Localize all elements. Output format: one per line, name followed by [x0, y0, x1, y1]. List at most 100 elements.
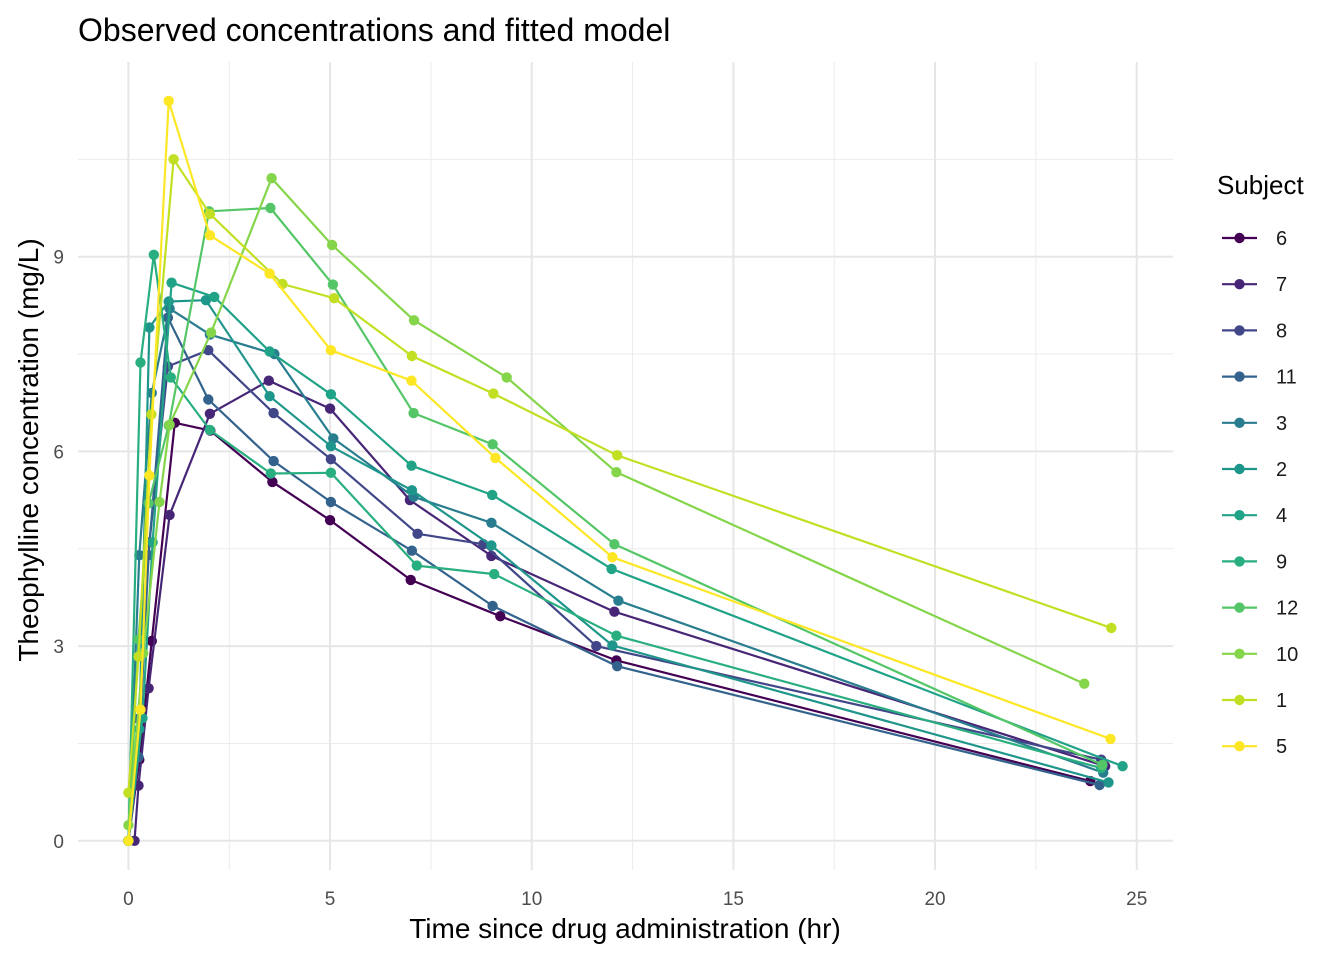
- data-point: [328, 293, 340, 304]
- data-point: [607, 552, 618, 563]
- data-point: [164, 419, 175, 430]
- legend-key-point: [1234, 371, 1245, 382]
- data-point: [264, 346, 275, 357]
- data-point: [1103, 777, 1114, 788]
- y-tick-label: 0: [53, 832, 64, 853]
- legend-key-point: [1234, 417, 1245, 428]
- legend-item-subject-5: 5: [1222, 736, 1287, 758]
- data-point: [203, 345, 214, 356]
- legend-title: Subject: [1217, 170, 1304, 200]
- data-point: [1094, 779, 1105, 791]
- x-tick-label: 0: [123, 889, 134, 910]
- data-point: [1079, 678, 1090, 689]
- data-point: [405, 574, 416, 586]
- x-axis-title: Time since drug administration (hr): [409, 913, 841, 944]
- legend-item-subject-1: 1: [1222, 690, 1287, 712]
- data-point: [406, 350, 418, 362]
- legend-label: 7: [1276, 274, 1287, 296]
- legend-item-subject-12: 12: [1222, 598, 1298, 620]
- legend-item-subject-6: 6: [1222, 228, 1287, 250]
- x-tick-label: 5: [325, 889, 336, 910]
- data-point: [204, 424, 216, 436]
- data-point: [133, 651, 144, 662]
- data-point: [123, 835, 134, 846]
- data-point: [146, 409, 157, 420]
- series-line: [127, 349, 1102, 841]
- series-layer: [123, 95, 1128, 846]
- y-axis-ticks: 0 3 6 9: [53, 248, 64, 853]
- legend-key-point: [1234, 279, 1245, 290]
- legend-key-point: [1234, 463, 1245, 475]
- data-point: [168, 154, 179, 165]
- series-subject-7: [129, 375, 1111, 846]
- data-point: [606, 563, 617, 575]
- data-point: [406, 460, 417, 471]
- data-point: [163, 95, 174, 107]
- data-point: [135, 357, 146, 368]
- data-point: [607, 640, 618, 651]
- data-point: [328, 433, 339, 444]
- legend-label: 8: [1276, 320, 1287, 342]
- data-point: [164, 509, 175, 521]
- data-point: [1097, 759, 1108, 771]
- legend-item-subject-3: 3: [1222, 413, 1287, 435]
- legend-key-point: [1234, 648, 1245, 659]
- legend-key-point: [1234, 602, 1245, 613]
- x-tick-label: 25: [1126, 889, 1147, 910]
- legend-label: 11: [1276, 367, 1297, 389]
- data-point: [609, 539, 620, 550]
- data-point: [406, 375, 417, 386]
- data-point: [325, 441, 337, 452]
- legend-label: 6: [1276, 228, 1287, 250]
- legend-label: 1: [1276, 690, 1287, 712]
- data-point: [148, 249, 159, 260]
- series-subject-1: [123, 154, 1117, 798]
- data-point: [495, 611, 506, 622]
- data-point: [325, 389, 337, 400]
- data-point: [612, 661, 623, 672]
- legend-label: 10: [1276, 644, 1298, 666]
- data-point: [1117, 761, 1128, 772]
- data-point: [209, 291, 220, 303]
- legend-label: 2: [1276, 459, 1287, 481]
- data-point: [486, 517, 497, 528]
- data-point: [1105, 733, 1116, 745]
- legend: Subject 6 7 8 11 3 2 4 9 12 10 1 5: [1217, 170, 1304, 758]
- legend-key-point: [1234, 510, 1245, 521]
- legend-item-subject-11: 11: [1222, 367, 1297, 389]
- data-point: [487, 600, 498, 612]
- x-tick-label: 20: [924, 889, 945, 910]
- grid-minor: [78, 62, 1173, 870]
- data-point: [265, 202, 276, 214]
- x-axis-ticks: 0 5 10 15 20 25: [123, 889, 1147, 910]
- data-point: [143, 683, 154, 694]
- legend-label: 5: [1276, 736, 1287, 758]
- data-point: [203, 394, 214, 405]
- data-point: [163, 296, 174, 307]
- data-point: [324, 403, 336, 414]
- data-point: [487, 489, 498, 501]
- data-point: [135, 704, 146, 715]
- legend-key-point: [1234, 694, 1245, 706]
- data-point: [205, 327, 217, 338]
- data-point: [326, 239, 338, 251]
- legend-item-subject-7: 7: [1222, 274, 1287, 296]
- data-point: [144, 470, 155, 481]
- legend-label: 12: [1276, 598, 1298, 620]
- data-point: [411, 560, 422, 571]
- data-point: [1106, 622, 1117, 634]
- data-point: [489, 568, 500, 580]
- data-point: [406, 485, 418, 496]
- legend-key-point: [1234, 741, 1245, 752]
- data-point: [501, 372, 512, 383]
- series-line: [133, 379, 1106, 841]
- data-point: [154, 496, 165, 508]
- data-point: [408, 315, 420, 326]
- data-point: [612, 450, 623, 461]
- data-point: [408, 407, 419, 419]
- data-point: [204, 208, 216, 220]
- x-tick-label: 10: [521, 889, 542, 910]
- data-point: [486, 540, 497, 551]
- data-point: [325, 496, 337, 508]
